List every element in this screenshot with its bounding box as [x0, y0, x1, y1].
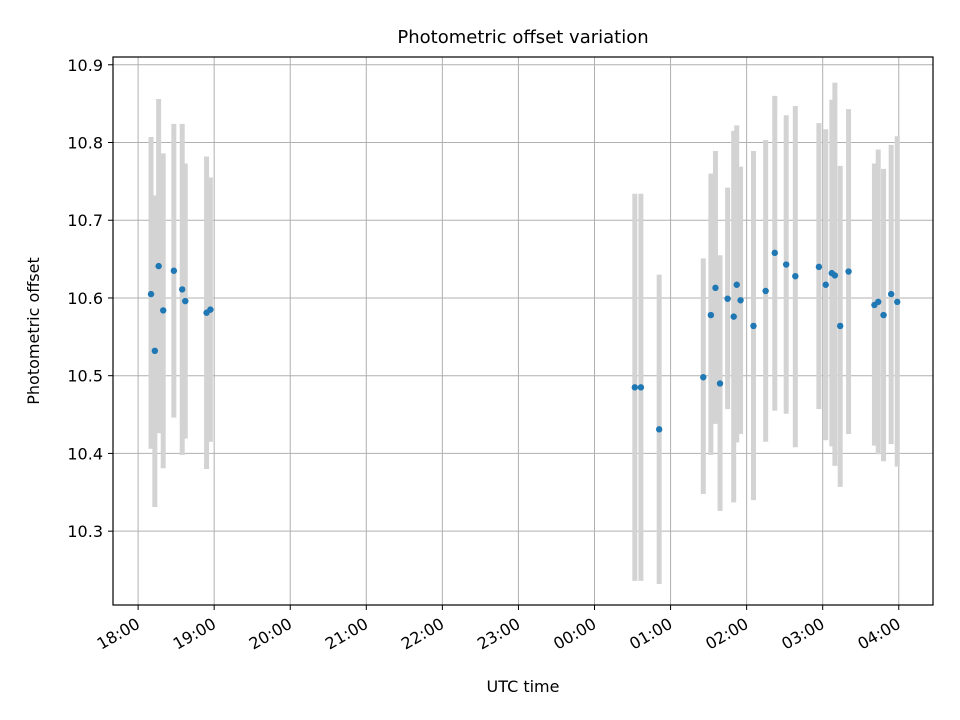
data-point	[207, 306, 214, 313]
data-point	[737, 297, 744, 304]
data-point	[782, 261, 790, 268]
data-point	[845, 268, 852, 275]
x-tick-label: 02:00	[702, 614, 751, 654]
y-tick-label: 10.8	[67, 134, 103, 153]
data-point	[792, 273, 799, 280]
y-tick-label: 10.4	[67, 444, 103, 463]
data-point	[822, 281, 829, 288]
data-point	[147, 290, 155, 298]
x-tick-label: 21:00	[322, 614, 371, 654]
error-bars-layer	[148, 82, 900, 585]
data-point	[700, 374, 707, 381]
y-tick-label: 10.3	[67, 522, 103, 541]
y-ticks: 10.3 10.4 10.5 10.6 10.7 10.8 10.9	[67, 56, 113, 541]
x-tick-label: 03:00	[778, 614, 827, 654]
data-point	[716, 380, 724, 387]
x-tick-label: 23:00	[474, 614, 523, 654]
data-point	[733, 281, 740, 288]
grid-layer	[113, 57, 933, 605]
x-axis-label: UTC time	[487, 677, 560, 696]
data-point	[707, 311, 715, 319]
data-point	[170, 267, 178, 274]
data-point	[880, 311, 887, 319]
x-tick-label: 19:00	[170, 614, 219, 654]
data-point	[815, 263, 823, 271]
y-tick-label: 10.6	[67, 289, 103, 308]
data-point	[155, 262, 162, 270]
data-point	[730, 313, 737, 320]
y-tick-label: 10.7	[67, 211, 103, 230]
x-tick-label: 04:00	[854, 614, 903, 654]
data-point	[750, 322, 757, 330]
data-point	[887, 290, 895, 298]
data-point	[637, 384, 645, 391]
data-point	[894, 298, 901, 306]
y-tick-label: 10.9	[67, 56, 103, 75]
plot-frame	[112, 56, 934, 606]
chart-title: Photometric offset variation	[397, 27, 648, 48]
x-tick-label: 18:00	[94, 614, 143, 654]
data-point	[712, 284, 719, 292]
y-axis-label: Photometric offset	[24, 257, 43, 405]
x-tick-label: 22:00	[398, 614, 447, 654]
data-point	[151, 347, 159, 355]
x-ticks: 18:00 19:00 20:00 21:00 22:00 23:00 00:00 01:00…	[94, 605, 904, 654]
data-point	[179, 286, 186, 293]
x-tick-label: 00:00	[550, 614, 599, 654]
data-point	[182, 297, 189, 305]
data-point	[831, 272, 839, 279]
data-point	[771, 249, 778, 257]
data-point	[655, 426, 663, 433]
data-point	[160, 307, 167, 314]
y-tick-label: 10.5	[67, 367, 103, 386]
data-point	[724, 295, 731, 302]
data-point	[875, 298, 882, 306]
x-tick-label: 01:00	[626, 614, 675, 654]
x-tick-label: 20:00	[246, 614, 295, 654]
data-point	[836, 322, 844, 330]
data-point	[631, 384, 639, 391]
data-points-layer	[147, 249, 901, 433]
data-point	[762, 287, 769, 295]
